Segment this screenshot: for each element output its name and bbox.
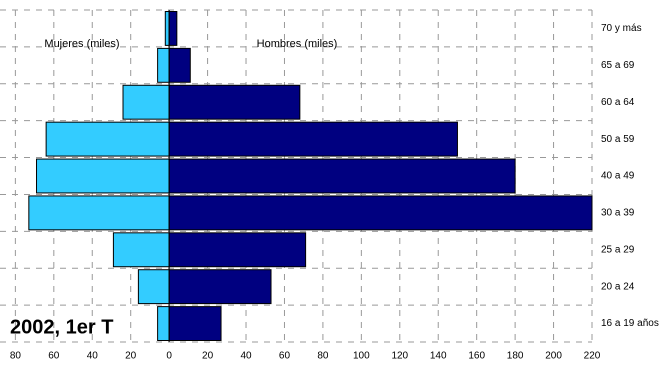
x-tick-label: 220 <box>584 351 601 362</box>
bar <box>168 84 301 120</box>
y-tick-label: 25 a 29 <box>601 244 635 255</box>
bar <box>164 11 170 46</box>
bar <box>157 306 170 342</box>
bar <box>45 121 170 157</box>
x-tick-label: 40 <box>240 351 252 362</box>
legend-label: Hombres (miles) <box>257 38 338 50</box>
y-tick-label: 65 a 69 <box>601 60 635 71</box>
legend-label: Mujeres (miles) <box>44 38 119 50</box>
x-tick-label: 60 <box>279 351 291 362</box>
bar <box>112 232 170 268</box>
x-tick-label: 100 <box>353 351 370 362</box>
x-tick-label: 80 <box>10 351 22 362</box>
bar <box>28 195 170 231</box>
bar <box>157 47 170 83</box>
x-tick-label: 180 <box>507 351 524 362</box>
x-tick-label: 20 <box>125 351 137 362</box>
bar <box>168 306 222 342</box>
y-tick-label: 60 a 64 <box>601 97 635 108</box>
y-tick-label: 70 y más <box>601 23 642 34</box>
bar <box>168 232 307 268</box>
x-tick-label: 120 <box>391 351 408 362</box>
x-tick-label: 160 <box>468 351 485 362</box>
x-tick-label: 0 <box>166 351 172 362</box>
x-tick-label: 80 <box>317 351 329 362</box>
y-tick-label: 30 a 39 <box>601 208 635 219</box>
bar <box>168 11 178 46</box>
x-tick-label: 20 <box>202 351 214 362</box>
x-tick-label: 200 <box>545 351 562 362</box>
bar <box>168 47 191 83</box>
bar <box>137 269 170 305</box>
y-tick-label: 16 a 19 años <box>601 318 659 329</box>
x-tick-label: 40 <box>87 351 99 362</box>
y-tick-label: 50 a 59 <box>601 134 635 145</box>
bar <box>168 121 458 157</box>
bar <box>36 158 170 194</box>
x-tick-label: 140 <box>430 351 447 362</box>
bar <box>168 195 593 231</box>
y-tick-label: 20 a 24 <box>601 281 635 292</box>
bar <box>168 269 272 305</box>
y-tick-label: 40 a 49 <box>601 171 635 182</box>
x-tick-label: 60 <box>48 351 60 362</box>
chart-title: 2002, 1er T <box>10 316 113 338</box>
bar <box>122 84 170 120</box>
bar <box>168 158 516 194</box>
